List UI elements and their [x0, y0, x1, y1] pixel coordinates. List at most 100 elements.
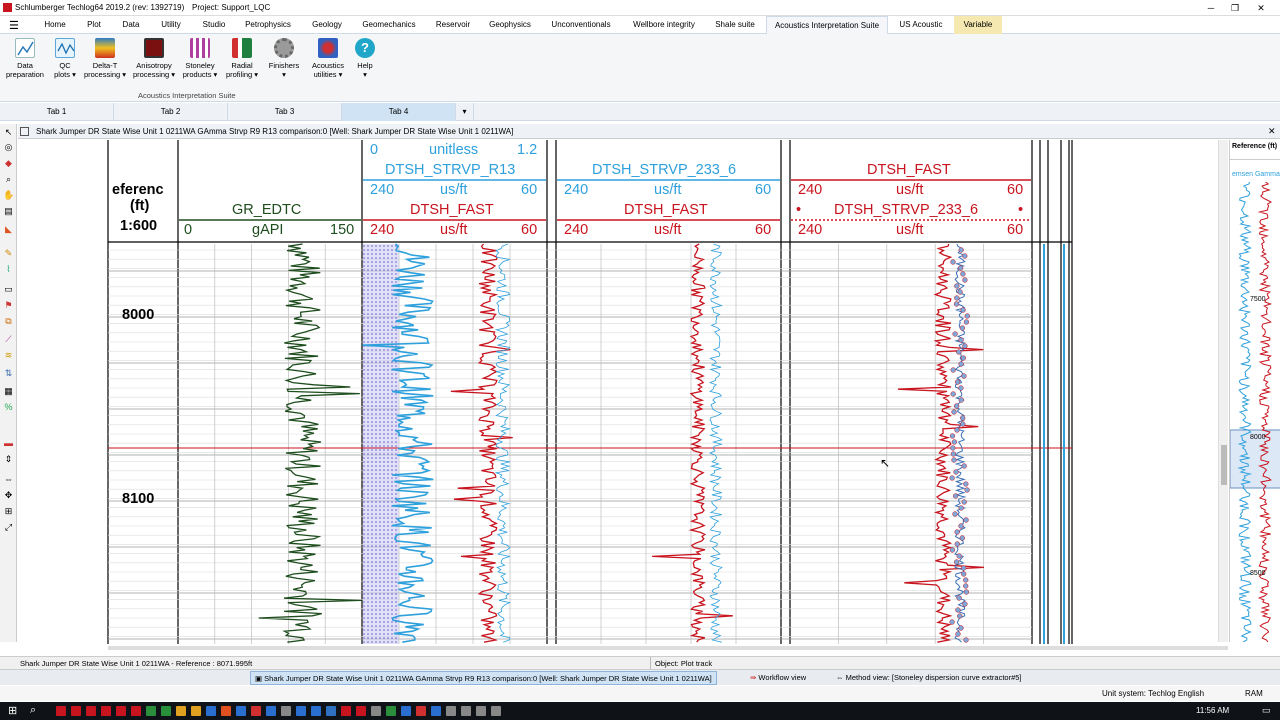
taskbar-app-icon[interactable] — [446, 706, 456, 716]
menu-utility[interactable]: Utility — [161, 20, 181, 29]
log-plot[interactable]: eferenc (ft) 1:600 8000 8100 GR_EDTC 0 g… — [18, 140, 1228, 650]
radial-profiling-button[interactable]: Radial profiling ▾ — [222, 38, 262, 79]
stoneley-products-button[interactable]: Stoneley products ▾ — [180, 38, 220, 79]
menu-us-acoustic[interactable]: US Acoustic — [899, 20, 943, 29]
flag-icon[interactable]: ⚑ — [4, 300, 13, 310]
grid-icon[interactable]: ▦ — [4, 386, 13, 396]
delta-t-processing-button[interactable]: Delta-T processing ▾ — [82, 38, 128, 79]
link-icon[interactable]: ⟋ — [5, 334, 12, 344]
taskbar-app-icon[interactable] — [461, 706, 471, 716]
taskbar-app-icon[interactable] — [176, 706, 186, 716]
menu-acoustics-interpretation-suite[interactable]: Acoustics Interpretation Suite — [766, 16, 888, 34]
percent-icon[interactable]: % — [4, 402, 13, 412]
shape-icon[interactable]: ◣ — [5, 224, 12, 234]
reference-navigator[interactable]: Reference (ft) emsen Gamma 7500 8000 850… — [1229, 140, 1280, 642]
plot-close-icon[interactable]: ✕ — [1268, 126, 1276, 136]
tab-4[interactable]: Tab 4 — [342, 103, 456, 121]
anisotropy-processing-button[interactable]: Anisotropy processing ▾ — [130, 38, 178, 79]
menu-reservoir[interactable]: Reservoir — [435, 20, 471, 29]
eraser-icon[interactable]: ◆ — [5, 158, 12, 168]
zoom-icon[interactable]: ⌕ — [5, 174, 12, 184]
taskbar-app-icon[interactable] — [56, 706, 66, 716]
taskbar-app-icon[interactable] — [371, 706, 381, 716]
split-icon[interactable]: ⇅ — [4, 368, 13, 378]
menu-shale-suite[interactable]: Shale suite — [715, 20, 755, 29]
menu-geophysics[interactable]: Geophysics — [489, 20, 531, 29]
menu-wellbore-integrity[interactable]: Wellbore integrity — [633, 20, 695, 29]
taskbar-app-icon[interactable] — [206, 706, 216, 716]
data-preparation-button[interactable]: Data preparation — [2, 38, 48, 79]
taskbar-app-icon[interactable] — [161, 706, 171, 716]
window-tab-plot[interactable]: ▣ Shark Jumper DR State Wise Unit 1 0211… — [250, 671, 717, 685]
taskbar-app-icon[interactable] — [251, 706, 261, 716]
taskbar-app-icon[interactable] — [416, 706, 426, 716]
fit-icon[interactable]: ⊞ — [4, 506, 13, 516]
taskbar-app-icon[interactable] — [386, 706, 396, 716]
pencil-icon[interactable]: ✎ — [4, 248, 13, 258]
qc-plots-button[interactable]: QC plots ▾ — [50, 38, 80, 79]
taskbar-app-icon[interactable] — [356, 706, 366, 716]
scrollbar-thumb[interactable] — [1221, 445, 1227, 485]
tab-dropdown-icon[interactable]: ▾ — [456, 103, 474, 121]
taskbar-app-icon[interactable] — [281, 706, 291, 716]
taskbar-app-icon[interactable] — [101, 706, 111, 716]
taskbar-app-icon[interactable] — [476, 706, 486, 716]
search-icon[interactable]: ⌕ — [30, 704, 37, 716]
vertical-resize-icon[interactable]: ⇕ — [4, 454, 13, 464]
taskbar-app-icon[interactable] — [341, 706, 351, 716]
brush-icon[interactable]: ⌇ — [6, 264, 11, 274]
tab-1[interactable]: Tab 1 — [0, 103, 114, 121]
window-tab-workflow[interactable]: ⇛ Workflow view — [746, 671, 810, 685]
unit-system[interactable]: Unit system: Techlog English — [1102, 689, 1205, 698]
horizontal-resize-icon[interactable]: ⇔ — [4, 474, 13, 484]
windows-start-icon[interactable]: ⊞ — [8, 705, 18, 717]
menu-variable[interactable]: Variable — [954, 16, 1002, 34]
taskbar-app-icon[interactable] — [146, 706, 156, 716]
menu-geomechanics[interactable]: Geomechanics — [362, 20, 416, 29]
target-icon[interactable]: ◎ — [4, 142, 13, 152]
menu-plot[interactable]: Plot — [87, 20, 101, 29]
taskbar-app-icon[interactable] — [491, 706, 501, 716]
menu-unconventionals[interactable]: Unconventionals — [551, 20, 611, 29]
finishers-button[interactable]: Finishers ▾ — [266, 38, 302, 79]
tab-3[interactable]: Tab 3 — [228, 103, 342, 121]
maximize-icon[interactable]: ❐ — [1230, 3, 1240, 13]
hamburger-icon[interactable]: ☰ — [9, 20, 19, 32]
help-button[interactable]: ? Help ▾ — [352, 38, 378, 79]
vertical-scrollbar[interactable] — [1218, 140, 1228, 642]
expand-icon[interactable]: ⤢ — [4, 522, 13, 532]
taskbar-app-icon[interactable] — [431, 706, 441, 716]
taskbar-app-icon[interactable] — [86, 706, 96, 716]
window-tab-method[interactable]: ⇔ Method view: [Stoneley dispersion curv… — [832, 671, 1026, 685]
taskbar-app-icon[interactable] — [221, 706, 231, 716]
layers-icon[interactable]: ≋ — [4, 350, 13, 360]
menu-petrophysics[interactable]: Petrophysics — [245, 20, 291, 29]
taskbar-app-icon[interactable] — [236, 706, 246, 716]
taskbar-app-icon[interactable] — [311, 706, 321, 716]
menu-studio[interactable]: Studio — [202, 20, 226, 29]
move-icon[interactable]: ✥ — [4, 490, 13, 500]
acoustics-utilities-button[interactable]: Acoustics utilities ▾ — [306, 38, 350, 79]
taskbar-app-icon[interactable] — [131, 706, 141, 716]
minimize-icon[interactable]: ─ — [1207, 3, 1215, 13]
pointer-icon[interactable]: ↖ — [4, 127, 13, 137]
taskbar-app-icon[interactable] — [296, 706, 306, 716]
taskbar-app-icon[interactable] — [191, 706, 201, 716]
horizontal-scrollbar[interactable] — [108, 646, 1228, 650]
taskbar-app-icon[interactable] — [71, 706, 81, 716]
menu-data[interactable]: Data — [122, 20, 140, 29]
taskbar-app-icon[interactable] — [116, 706, 126, 716]
copy-icon[interactable]: ⧉ — [5, 316, 12, 326]
taskbar-app-icon[interactable] — [326, 706, 336, 716]
ruler-icon[interactable]: ▤ — [4, 206, 13, 216]
hand-icon[interactable]: ✋ — [3, 190, 15, 200]
taskbar-app-icon[interactable] — [266, 706, 276, 716]
comment-icon[interactable]: ▭ — [4, 284, 13, 294]
menu-geology[interactable]: Geology — [312, 20, 342, 29]
delete-icon[interactable]: ▬ — [4, 438, 13, 448]
notifications-icon[interactable]: ▭ — [1262, 705, 1271, 715]
taskbar-app-icon[interactable] — [401, 706, 411, 716]
tab-2[interactable]: Tab 2 — [114, 103, 228, 121]
close-icon[interactable]: ✕ — [1257, 3, 1265, 13]
menu-home[interactable]: Home — [44, 20, 66, 29]
